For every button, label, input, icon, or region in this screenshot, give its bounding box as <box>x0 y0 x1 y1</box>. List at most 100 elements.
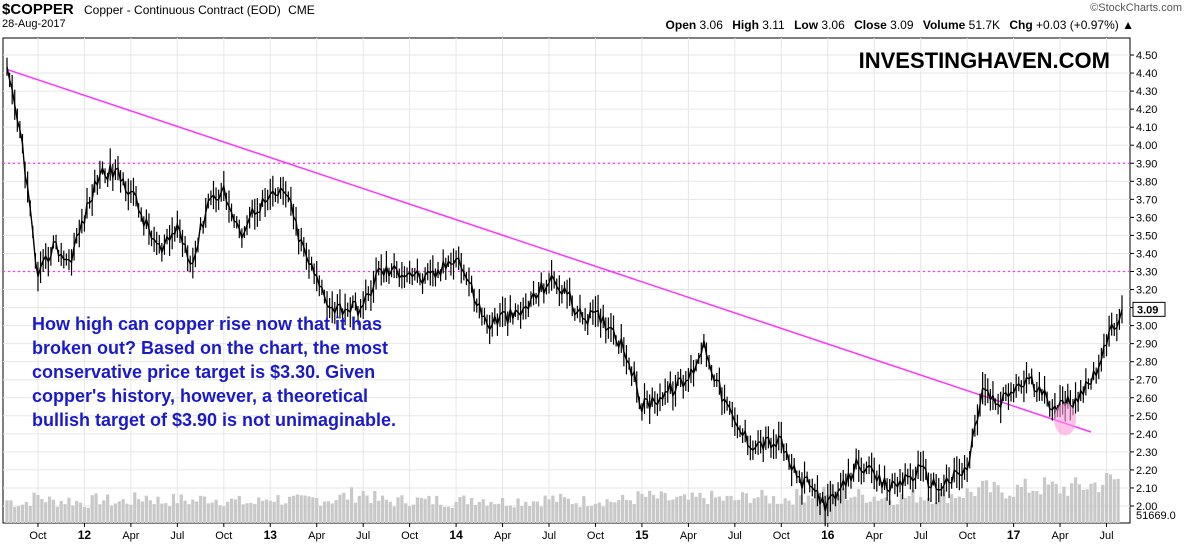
volume-bar <box>752 498 756 523</box>
volume-bar <box>318 505 323 523</box>
volume-bar <box>388 501 392 523</box>
volume-bar <box>833 490 838 523</box>
volume-bar <box>435 495 439 523</box>
volume-bar <box>597 502 601 523</box>
volume-bar <box>257 497 261 523</box>
x-tick-label: Apr <box>122 530 139 542</box>
volume-bar <box>566 498 570 523</box>
high-label: High <box>732 18 759 32</box>
volume-bar <box>632 503 636 523</box>
volume-bar <box>129 504 133 523</box>
volume-bar <box>392 506 396 523</box>
volume-bar <box>1046 484 1051 523</box>
volume-bar <box>953 498 958 523</box>
volume-bar <box>694 496 698 523</box>
volume-bar <box>1011 496 1016 523</box>
y-tick-label: 2.70 <box>1136 375 1157 387</box>
x-tick-label: Oct <box>215 530 232 542</box>
volume-bar <box>861 494 865 523</box>
volume-bar <box>795 489 799 523</box>
volume-bar <box>198 495 203 523</box>
volume-bar <box>160 503 164 523</box>
volume-bar <box>1116 478 1120 523</box>
volume-bar <box>802 502 807 523</box>
brand-label[interactable]: ©StockCharts.com <box>1090 2 1182 14</box>
volume-bar <box>71 505 75 523</box>
volume-bar <box>624 499 629 523</box>
x-tick-label: Apr <box>308 530 325 542</box>
x-tick-label: 15 <box>635 528 649 542</box>
volume-bar <box>90 495 94 523</box>
volume-bar <box>1085 489 1089 523</box>
y-tick-label: 2.00 <box>1136 501 1157 513</box>
watermark-text: INVESTINGHAVEN.COM <box>859 48 1110 73</box>
volume-bar <box>307 496 311 523</box>
volume-bar <box>462 495 466 523</box>
volume-bar <box>919 497 923 523</box>
volume-bar <box>907 495 911 523</box>
x-tick-label: 12 <box>78 528 92 542</box>
volume-bar <box>249 502 253 523</box>
volume-bar <box>98 504 102 523</box>
annotation-line: How high can copper rise now that it has <box>32 314 382 334</box>
volume-bar <box>334 500 338 523</box>
y-tick-label: 4.40 <box>1136 68 1157 80</box>
x-tick-label: Oct <box>587 530 604 542</box>
y-tick-label: 2.90 <box>1136 339 1157 351</box>
volume-bar <box>655 498 660 523</box>
volume-bar <box>756 497 760 523</box>
volume-bar <box>288 496 292 523</box>
volume-bar <box>686 499 690 523</box>
volume-bar <box>539 506 543 523</box>
volume-bar <box>590 505 594 523</box>
volume-bar <box>806 495 811 523</box>
volume-bar <box>988 492 992 523</box>
volume-bar <box>787 500 791 523</box>
x-tick-label: Apr <box>680 530 697 542</box>
volume-bar <box>853 496 857 523</box>
volume-bar <box>148 500 152 523</box>
volume-bar <box>880 498 884 523</box>
volume-bar <box>628 500 632 523</box>
volume-bar <box>903 497 907 523</box>
volume-last-label: 51669.0 <box>1136 510 1176 522</box>
y-tick-label: 3.50 <box>1136 230 1157 242</box>
volume-bar <box>78 502 83 523</box>
volume-bar <box>799 495 803 523</box>
volume-bar <box>276 495 280 523</box>
annotation-line: copper's history, however, a theoretical <box>32 386 368 406</box>
volume-bar <box>717 496 721 523</box>
x-tick-label: 16 <box>821 528 835 542</box>
chart-header: $COPPER Copper - Continuous Contract (EO… <box>0 0 1186 36</box>
volume-bar <box>771 496 776 523</box>
date-label: 28-Aug-2017 <box>2 18 66 30</box>
volume-bar <box>1089 483 1093 523</box>
volume-bar <box>28 505 32 523</box>
exchange-text: CME <box>288 3 315 17</box>
volume-bar <box>830 484 834 523</box>
x-tick-label: Oct <box>959 530 976 542</box>
volume-bar <box>156 496 160 523</box>
open-label: Open <box>665 18 697 32</box>
volume-bar <box>651 494 656 523</box>
volume-bar <box>415 497 419 523</box>
volume-bar <box>570 504 574 523</box>
volume-bar <box>679 495 683 523</box>
volume-bar <box>682 494 687 523</box>
volume-bar <box>617 500 621 523</box>
x-tick-label: Jul <box>1099 530 1113 542</box>
volume-bar <box>1031 490 1035 523</box>
volume-bar <box>411 504 416 523</box>
volume-bar <box>1101 484 1105 523</box>
volume-bar <box>280 504 284 523</box>
volume-bar <box>1093 482 1097 523</box>
volume-bar <box>419 497 423 523</box>
volume-bar <box>75 500 79 523</box>
y-tick-label: 3.90 <box>1136 158 1157 170</box>
volume-bar <box>764 495 768 523</box>
volume-bar <box>109 505 114 523</box>
volume-bar <box>930 503 934 523</box>
volume-bar <box>384 499 389 523</box>
volume-bar <box>140 501 145 523</box>
